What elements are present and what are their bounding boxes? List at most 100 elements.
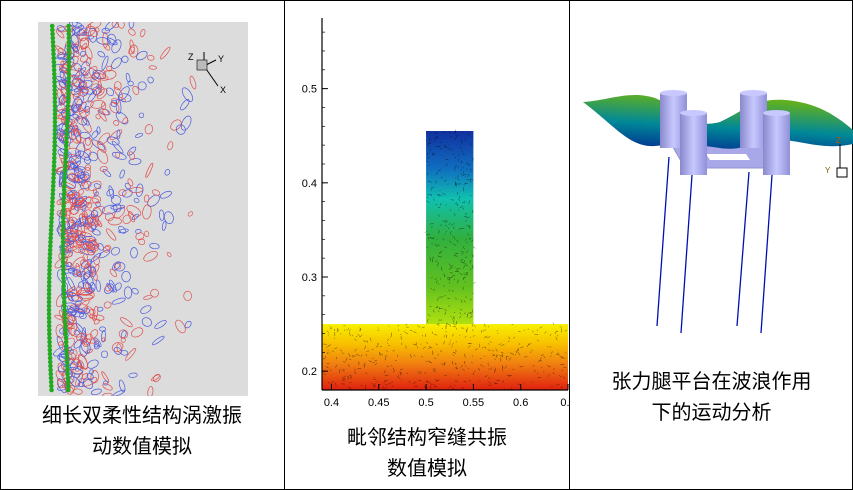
velocity-vector	[472, 255, 475, 257]
riser-node	[51, 71, 57, 77]
velocity-vector	[464, 353, 466, 358]
velocity-vector	[516, 348, 519, 352]
riser-node	[50, 31, 55, 37]
velocity-vector	[354, 371, 357, 375]
velocity-vector	[463, 299, 466, 303]
vortex-contour	[59, 71, 67, 84]
vortex-contour	[72, 269, 81, 277]
velocity-vector	[329, 369, 332, 372]
velocity-vector	[488, 381, 491, 385]
vortex-contour	[68, 192, 81, 200]
velocity-vector	[427, 156, 430, 160]
velocity-vector	[451, 222, 455, 226]
riser-node	[51, 51, 56, 57]
velocity-vector	[472, 323, 474, 327]
riser-node	[51, 179, 56, 185]
riser-node	[61, 191, 67, 197]
vortex-contour	[127, 80, 134, 87]
velocity-vector	[428, 164, 430, 166]
velocity-vector	[426, 341, 428, 345]
riser-node	[62, 163, 68, 169]
vortex-contour	[79, 196, 92, 210]
velocity-vector	[464, 335, 467, 338]
vortex-contour	[127, 178, 134, 187]
riser-node	[51, 159, 57, 165]
velocity-vector	[327, 349, 329, 351]
velocity-vector	[449, 276, 453, 279]
velocity-vector	[472, 329, 474, 332]
vortex-contour	[58, 240, 75, 248]
velocity-vector	[471, 253, 473, 256]
velocity-vector	[347, 327, 350, 330]
velocity-vector	[448, 282, 451, 284]
vortex-contour	[135, 183, 144, 197]
velocity-vector	[454, 351, 457, 355]
velocity-vector	[436, 324, 440, 326]
velocity-vector	[452, 352, 455, 354]
vortex-contour	[109, 268, 117, 278]
velocity-vector	[471, 239, 474, 243]
y-tick-label: 0.4	[302, 178, 317, 190]
velocity-vector	[487, 349, 491, 351]
vortex-contour	[159, 46, 171, 60]
vortex-contour	[164, 169, 171, 176]
velocity-vector	[527, 328, 530, 330]
velocity-vector	[454, 136, 458, 140]
velocity-vector	[549, 355, 552, 357]
velocity-vector	[463, 276, 466, 279]
riser-node	[60, 259, 66, 265]
riser-node	[50, 187, 56, 193]
velocity-vector	[456, 268, 461, 270]
vortex-contour	[108, 279, 117, 293]
vortex-contour	[133, 197, 140, 203]
vortex-contour	[77, 281, 85, 289]
vortex-contour	[78, 354, 88, 370]
riser-node	[47, 359, 53, 365]
riser-node	[49, 23, 55, 29]
velocity-vector	[484, 323, 486, 327]
velocity-vector	[544, 331, 547, 334]
z-axis-label: Z	[188, 52, 194, 62]
vortex-contour	[93, 183, 102, 189]
velocity-vector	[452, 290, 455, 292]
velocity-vector	[434, 132, 438, 134]
vortex-contour	[101, 204, 118, 215]
velocity-vector	[427, 237, 429, 239]
velocity-vector	[488, 384, 492, 386]
vortex-contour	[91, 228, 101, 236]
velocity-vector	[437, 353, 439, 356]
velocity-vector	[429, 382, 432, 384]
riser-node	[60, 247, 66, 253]
velocity-vector	[431, 194, 433, 197]
velocity-vector	[409, 354, 412, 358]
riser-node	[47, 343, 52, 349]
riser-node	[47, 251, 53, 257]
velocity-vector	[468, 163, 472, 167]
riser-node	[52, 103, 58, 109]
velocity-vector	[371, 349, 374, 351]
vortex-contour	[68, 315, 77, 321]
velocity-vector	[531, 349, 533, 352]
velocity-vector	[459, 146, 463, 150]
vortex-contour	[106, 65, 113, 72]
vortex-contour	[111, 151, 127, 160]
velocity-vector	[349, 332, 351, 336]
velocity-vector	[492, 349, 495, 352]
velocity-vector	[337, 328, 339, 332]
riser-node	[49, 203, 55, 209]
velocity-vector	[452, 333, 454, 337]
riser-node	[65, 363, 70, 369]
riser-node	[52, 131, 58, 137]
velocity-vector	[449, 135, 453, 139]
velocity-vector	[335, 382, 337, 387]
vortex-contour	[147, 194, 160, 207]
riser-node	[66, 83, 71, 89]
gap-resonance-plot: 0.2 0.3 0.4 0.5 0.4 0.45 0.5 0.55 0.6 0.6	[302, 18, 569, 409]
vortex-contour	[73, 307, 86, 314]
riser-node	[61, 195, 67, 201]
vortex-contour	[81, 204, 87, 212]
velocity-vector	[436, 203, 438, 206]
velocity-vector	[459, 272, 463, 276]
velocity-vector	[397, 374, 399, 378]
vortex-contour	[58, 216, 70, 231]
